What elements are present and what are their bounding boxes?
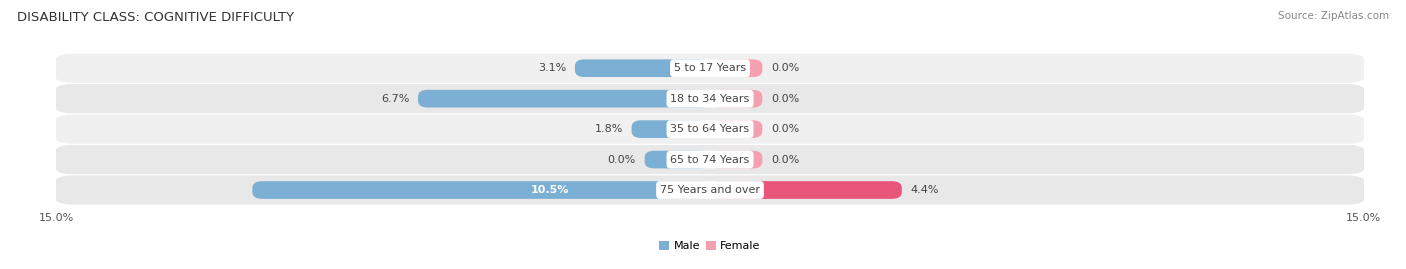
Text: 75 Years and over: 75 Years and over — [659, 185, 761, 195]
Legend: Male, Female: Male, Female — [655, 237, 765, 256]
FancyBboxPatch shape — [575, 59, 710, 77]
Text: 65 to 74 Years: 65 to 74 Years — [671, 155, 749, 165]
Text: 0.0%: 0.0% — [607, 155, 636, 165]
Text: 4.4%: 4.4% — [911, 185, 939, 195]
Text: 0.0%: 0.0% — [770, 94, 799, 104]
FancyBboxPatch shape — [253, 181, 710, 199]
Text: 1.8%: 1.8% — [595, 124, 623, 134]
Text: DISABILITY CLASS: COGNITIVE DIFFICULTY: DISABILITY CLASS: COGNITIVE DIFFICULTY — [17, 11, 294, 24]
FancyBboxPatch shape — [631, 120, 710, 138]
FancyBboxPatch shape — [710, 151, 762, 168]
Text: 6.7%: 6.7% — [381, 94, 409, 104]
Text: 3.1%: 3.1% — [538, 63, 567, 73]
FancyBboxPatch shape — [52, 175, 1368, 205]
FancyBboxPatch shape — [644, 151, 710, 168]
Text: 0.0%: 0.0% — [770, 63, 799, 73]
FancyBboxPatch shape — [52, 115, 1368, 144]
FancyBboxPatch shape — [710, 59, 762, 77]
Text: 0.0%: 0.0% — [770, 124, 799, 134]
Text: 35 to 64 Years: 35 to 64 Years — [671, 124, 749, 134]
Text: 18 to 34 Years: 18 to 34 Years — [671, 94, 749, 104]
FancyBboxPatch shape — [52, 54, 1368, 83]
FancyBboxPatch shape — [710, 120, 762, 138]
Text: 0.0%: 0.0% — [770, 155, 799, 165]
FancyBboxPatch shape — [52, 145, 1368, 174]
Text: 10.5%: 10.5% — [530, 185, 569, 195]
FancyBboxPatch shape — [52, 84, 1368, 113]
Text: 5 to 17 Years: 5 to 17 Years — [673, 63, 747, 73]
FancyBboxPatch shape — [710, 181, 901, 199]
FancyBboxPatch shape — [710, 90, 762, 108]
Text: Source: ZipAtlas.com: Source: ZipAtlas.com — [1278, 11, 1389, 21]
FancyBboxPatch shape — [418, 90, 710, 108]
